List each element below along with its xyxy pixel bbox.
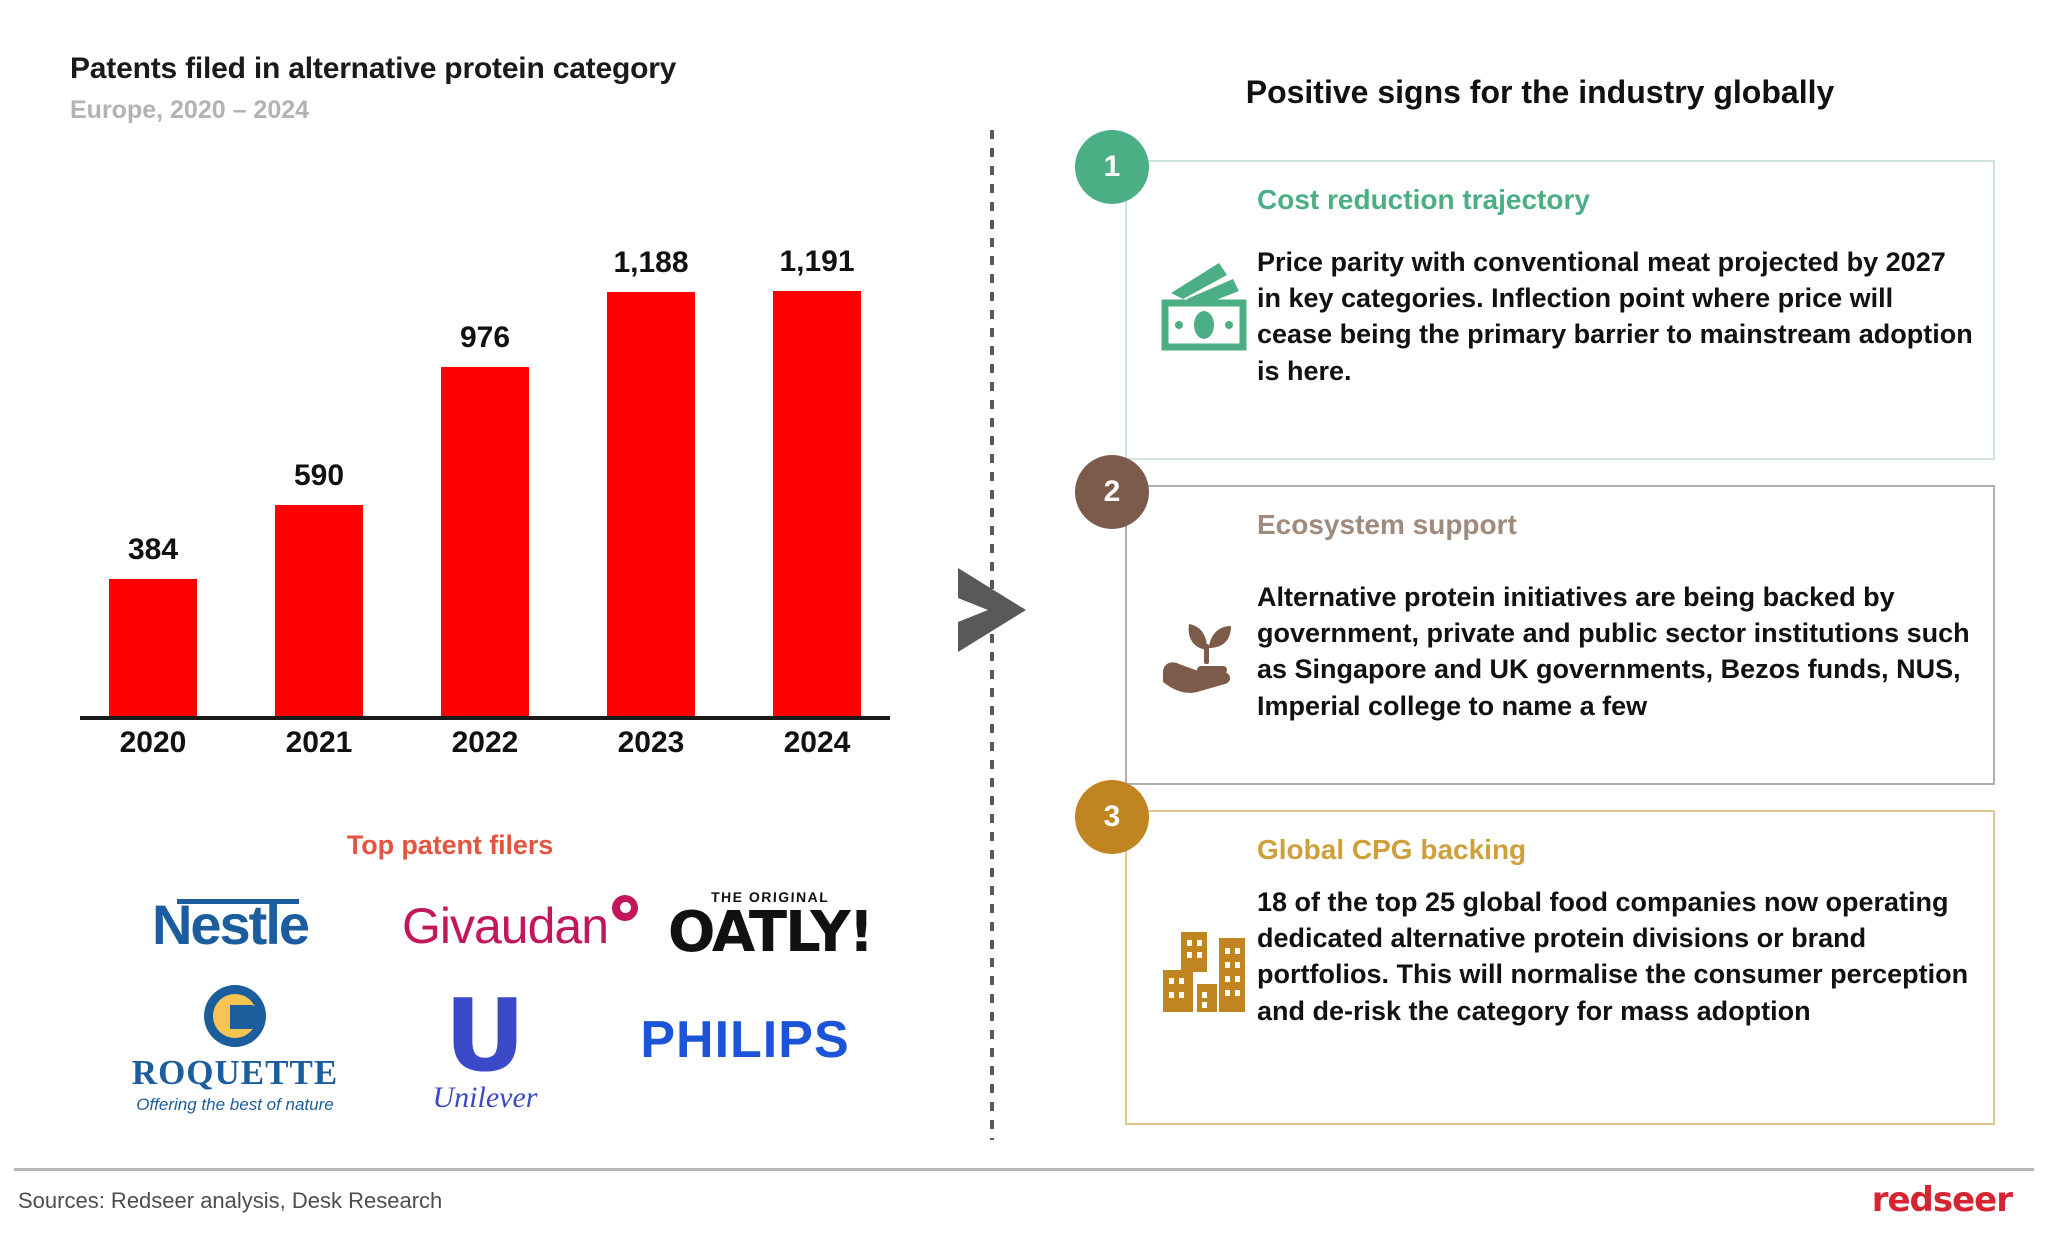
insight-card-2-badge: 2	[1075, 455, 1149, 529]
insight-card-2[interactable]: 2 Ecosystem support Alternative protein …	[1075, 455, 1995, 785]
chart-subtitle: Europe, 2020 – 2024	[70, 96, 310, 124]
dashed-divider	[990, 130, 994, 1140]
bar-group-2021: 590	[275, 459, 363, 716]
hand-with-plant-icon	[1157, 602, 1257, 702]
chart-title: Patents filed in alternative protein cat…	[70, 52, 677, 85]
oatly-tagline: THE ORIGINAL	[710, 888, 830, 905]
bar	[275, 505, 363, 716]
bar-value-label: 976	[459, 321, 511, 354]
insight-card-3-badge: 3	[1075, 780, 1149, 854]
bar-value-label: 1,191	[779, 245, 855, 278]
footer-divider	[14, 1168, 2034, 1171]
bar-group-2024: 1,191	[773, 245, 861, 716]
insight-card-1[interactable]: 1 Cost reduction trajectory Price parity…	[1075, 130, 1995, 460]
logo-unilever: U Unilever	[390, 980, 580, 1125]
x-tick-label: 2023	[617, 726, 685, 759]
insight-card-3[interactable]: 3 Global CPG backing	[1075, 780, 1995, 1125]
logo-oatly: THE ORIGINAL OATLY!	[665, 882, 875, 967]
logo-philips: PHILIPS	[600, 1010, 890, 1070]
logo-nestle: Nestle	[110, 890, 350, 960]
insight-card-2-heading: Ecosystem support	[1257, 509, 1517, 540]
bar	[441, 367, 529, 716]
bar-group-2022: 976	[441, 321, 529, 716]
top-patent-filers-title: Top patent filers	[346, 830, 554, 860]
cash-money-icon	[1157, 257, 1257, 357]
x-tick-label: 2020	[119, 726, 187, 759]
x-tick-label: 2024	[783, 726, 851, 759]
bar-value-label: 590	[293, 459, 345, 492]
roquette-tagline: Offering the best of nature	[136, 1095, 334, 1114]
bar	[607, 292, 695, 716]
bar-chart: 384 590 976 1,188 1,191 2020 2021 2022 2023 2024	[70, 160, 900, 759]
unilever-label: Unilever	[432, 1080, 538, 1114]
logo-grid: Nestle Givaudan THE ORIGINAL OATLY! ROQU…	[90, 880, 880, 1130]
philips-label: PHILIPS	[640, 1011, 850, 1069]
insight-card-1-badge: 1	[1075, 130, 1149, 204]
buildings-icon	[1157, 922, 1257, 1022]
bar-chart-plot: 384 590 976 1,188 1,191	[70, 160, 900, 720]
roquette-label: ROQUETTE	[131, 1053, 339, 1092]
nestle-bar-decoration	[176, 899, 299, 904]
bar-group-2020: 384	[109, 533, 197, 716]
insights-panel-title: Positive signs for the industry globally	[1245, 74, 1835, 110]
givaudan-label: Givaudan	[401, 898, 609, 954]
bar-value-label: 384	[127, 533, 179, 566]
chart-panel: Patents filed in alternative protein cat…	[0, 0, 980, 1140]
x-axis-labels: 2020 2021 2022 2023 2024	[70, 726, 900, 776]
sources-text: Sources: Redseer analysis, Desk Research	[18, 1188, 443, 1213]
insight-card-3-body: 18 of the top 25 global food companies n…	[1257, 887, 1969, 1026]
logo-roquette: ROQUETTE Offering the best of nature	[110, 980, 360, 1120]
insights-panel: Positive signs for the industry globally…	[1075, 0, 2048, 1140]
oatly-label: OATLY!	[667, 899, 874, 965]
insight-card-3-heading: Global CPG backing	[1257, 834, 1527, 865]
redseer-logo: redseer	[1871, 1180, 2013, 1220]
bar	[109, 579, 197, 716]
insight-card-1-heading: Cost reduction trajectory	[1257, 184, 1590, 215]
unilever-u-icon: U	[444, 976, 526, 1094]
roquette-mark-icon	[204, 985, 266, 1047]
nestle-label: Nestle	[151, 893, 310, 956]
insight-card-2-body: Alternative protein initiatives are bein…	[1257, 582, 1970, 721]
x-axis-line	[80, 716, 890, 720]
givaudan-dot-icon	[612, 895, 639, 921]
logo-givaudan: Givaudan	[380, 894, 660, 958]
insight-card-1-body: Price parity with conventional meat proj…	[1257, 247, 1973, 386]
bar-value-label: 1,188	[613, 246, 689, 279]
bar	[773, 291, 861, 716]
chevron-right-icon	[952, 560, 1032, 660]
nestle-wordmark: Nestle	[152, 897, 310, 953]
x-tick-label: 2022	[451, 726, 519, 759]
bar-group-2023: 1,188	[607, 246, 695, 716]
x-tick-label: 2021	[285, 726, 353, 759]
